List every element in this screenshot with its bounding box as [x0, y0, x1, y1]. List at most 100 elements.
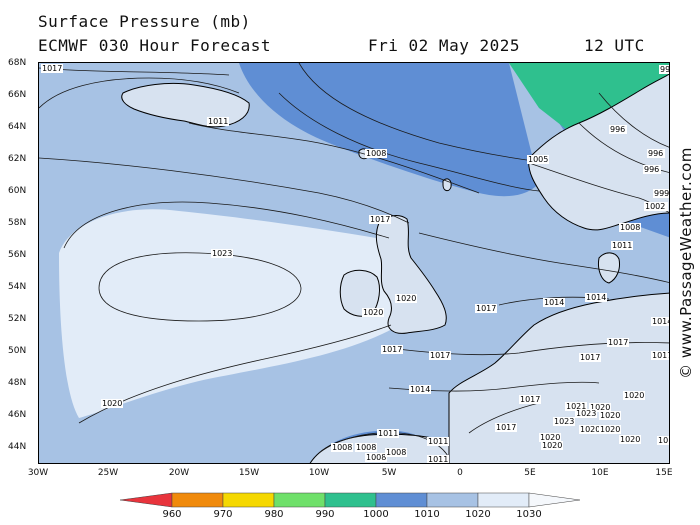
- great-britain: [375, 215, 447, 334]
- isobar-label: 1020: [600, 425, 620, 434]
- isobar-label: 1020: [542, 441, 562, 450]
- isobar-label: 1020: [102, 399, 122, 408]
- isobar-label: 1020: [363, 308, 383, 317]
- isobar-label: 1011: [378, 429, 398, 438]
- legend-label: 1010: [414, 509, 440, 520]
- isobar-label: 1002: [645, 202, 665, 211]
- isobar-1017-b: [39, 157, 410, 224]
- denmark: [598, 252, 620, 284]
- isobar-label: 1023: [576, 409, 596, 418]
- isobar-label: 1017: [42, 64, 62, 73]
- lat-label: 56N: [8, 250, 27, 260]
- isobar-label: 1023: [554, 417, 574, 426]
- lon-label: 15E: [655, 468, 673, 478]
- isobar-label: 1008: [366, 453, 386, 462]
- pressure-map-canvas: 1017 1011 1008 1005 996 996 996 998 999 …: [39, 63, 670, 464]
- site-credit: © www.PassageWeather.com: [677, 146, 695, 379]
- isobar-label: 1021: [566, 402, 586, 411]
- pressure-map: 1017 1011 1008 1005 996 996 996 998 999 …: [38, 62, 670, 464]
- lon-label: 10E: [591, 468, 609, 478]
- lat-label: 58N: [8, 218, 27, 228]
- isobar-1020-a: [63, 201, 390, 249]
- isobar-label: 1011: [428, 437, 448, 446]
- isobar-label: 996: [648, 149, 663, 158]
- lon-label: 5W: [381, 468, 397, 478]
- pressure-band-1030-high: [59, 209, 394, 418]
- isobar-label: 1014: [652, 317, 670, 326]
- lat-label: 54N: [8, 282, 27, 292]
- legend-label: 990: [315, 509, 335, 520]
- isobar-label: 1020: [540, 433, 560, 442]
- isobar-label: 996: [644, 165, 659, 174]
- isobar-label: 1005: [528, 155, 548, 164]
- lat-label: 68N: [8, 58, 27, 68]
- isobar-label: 1017: [580, 353, 600, 362]
- isobar-1011: [188, 122, 480, 194]
- isobar-label: 1017: [608, 338, 628, 347]
- isobar-label: 999: [654, 189, 669, 198]
- lat-label: 52N: [8, 314, 27, 324]
- land-masses: [121, 73, 669, 463]
- legend-swatch: [171, 492, 224, 508]
- legend-label: 1000: [363, 509, 389, 520]
- isobar-1020-b: [78, 324, 392, 424]
- isobar-label: 1008: [332, 443, 352, 452]
- isobar-1005: [298, 63, 535, 162]
- isobar-label: 1017: [652, 351, 670, 360]
- pressure-legend: [119, 492, 581, 508]
- isobar-label: 1014: [410, 385, 430, 394]
- legend-arrow-low: [119, 492, 173, 508]
- lat-label: 44N: [8, 442, 27, 452]
- legend-arrow-high: [528, 492, 581, 508]
- forecast-time: 12 UTC: [584, 36, 645, 55]
- legend-swatch: [477, 492, 530, 508]
- lat-label: 60N: [8, 186, 27, 196]
- lat-label: 50N: [8, 346, 27, 356]
- isobar-1023: [98, 252, 302, 322]
- legend-swatch: [426, 492, 479, 508]
- isobar-label: 1017: [476, 304, 496, 313]
- isobar-label: 1020: [620, 435, 640, 444]
- isobar-label: 1023: [212, 249, 232, 258]
- map-title: Surface Pressure (mb): [38, 12, 251, 31]
- norway: [528, 73, 669, 231]
- legend-swatch: [273, 492, 326, 508]
- isobar-label: 1008: [386, 448, 406, 457]
- isobar-label: 1011: [612, 241, 632, 250]
- lon-label: 25W: [97, 468, 119, 478]
- lon-label: 5E: [524, 468, 536, 478]
- isobar-label: 1014: [544, 298, 564, 307]
- legend-label: 960: [162, 509, 182, 520]
- isobar-label: 1011: [428, 455, 448, 464]
- isobar-label: 1008: [366, 149, 386, 158]
- isobar-label: 1017: [382, 345, 402, 354]
- isobar-labels: 1017 1011 1008 1005 996 996 996 998 999 …: [41, 64, 670, 464]
- isobar-label: 1020: [580, 425, 600, 434]
- legend-label: 1030: [516, 509, 542, 520]
- isobar-label: 1011: [208, 117, 228, 126]
- isobar-1008: [278, 92, 540, 192]
- legend-swatch: [222, 492, 275, 508]
- lat-label: 48N: [8, 378, 27, 388]
- isobar-label: 996: [610, 125, 625, 134]
- isobar-label: 1008: [620, 223, 640, 232]
- lon-label: 10W: [308, 468, 330, 478]
- legend-swatch: [324, 492, 377, 508]
- isobar-label: 1008: [356, 443, 376, 452]
- isobar-1014-a: [39, 77, 240, 109]
- lon-label: 30W: [27, 468, 49, 478]
- isobar-label: 1020: [590, 403, 610, 412]
- isobar-1017-e: [468, 402, 540, 434]
- legend-label: 1020: [465, 509, 491, 520]
- isobar-ne-3: [598, 92, 669, 148]
- model-label: ECMWF 030 Hour Forecast: [38, 36, 272, 55]
- isobar-label: 1014: [586, 293, 606, 302]
- isobar-label: 1020: [600, 411, 620, 420]
- isobar-label: 1017: [370, 215, 390, 224]
- continent: [448, 292, 669, 463]
- legend-label: 970: [213, 509, 233, 520]
- isobar-label: 1020: [624, 391, 644, 400]
- legend-label: 980: [264, 509, 284, 520]
- lat-label: 62N: [8, 154, 27, 164]
- lat-label: 66N: [8, 90, 27, 100]
